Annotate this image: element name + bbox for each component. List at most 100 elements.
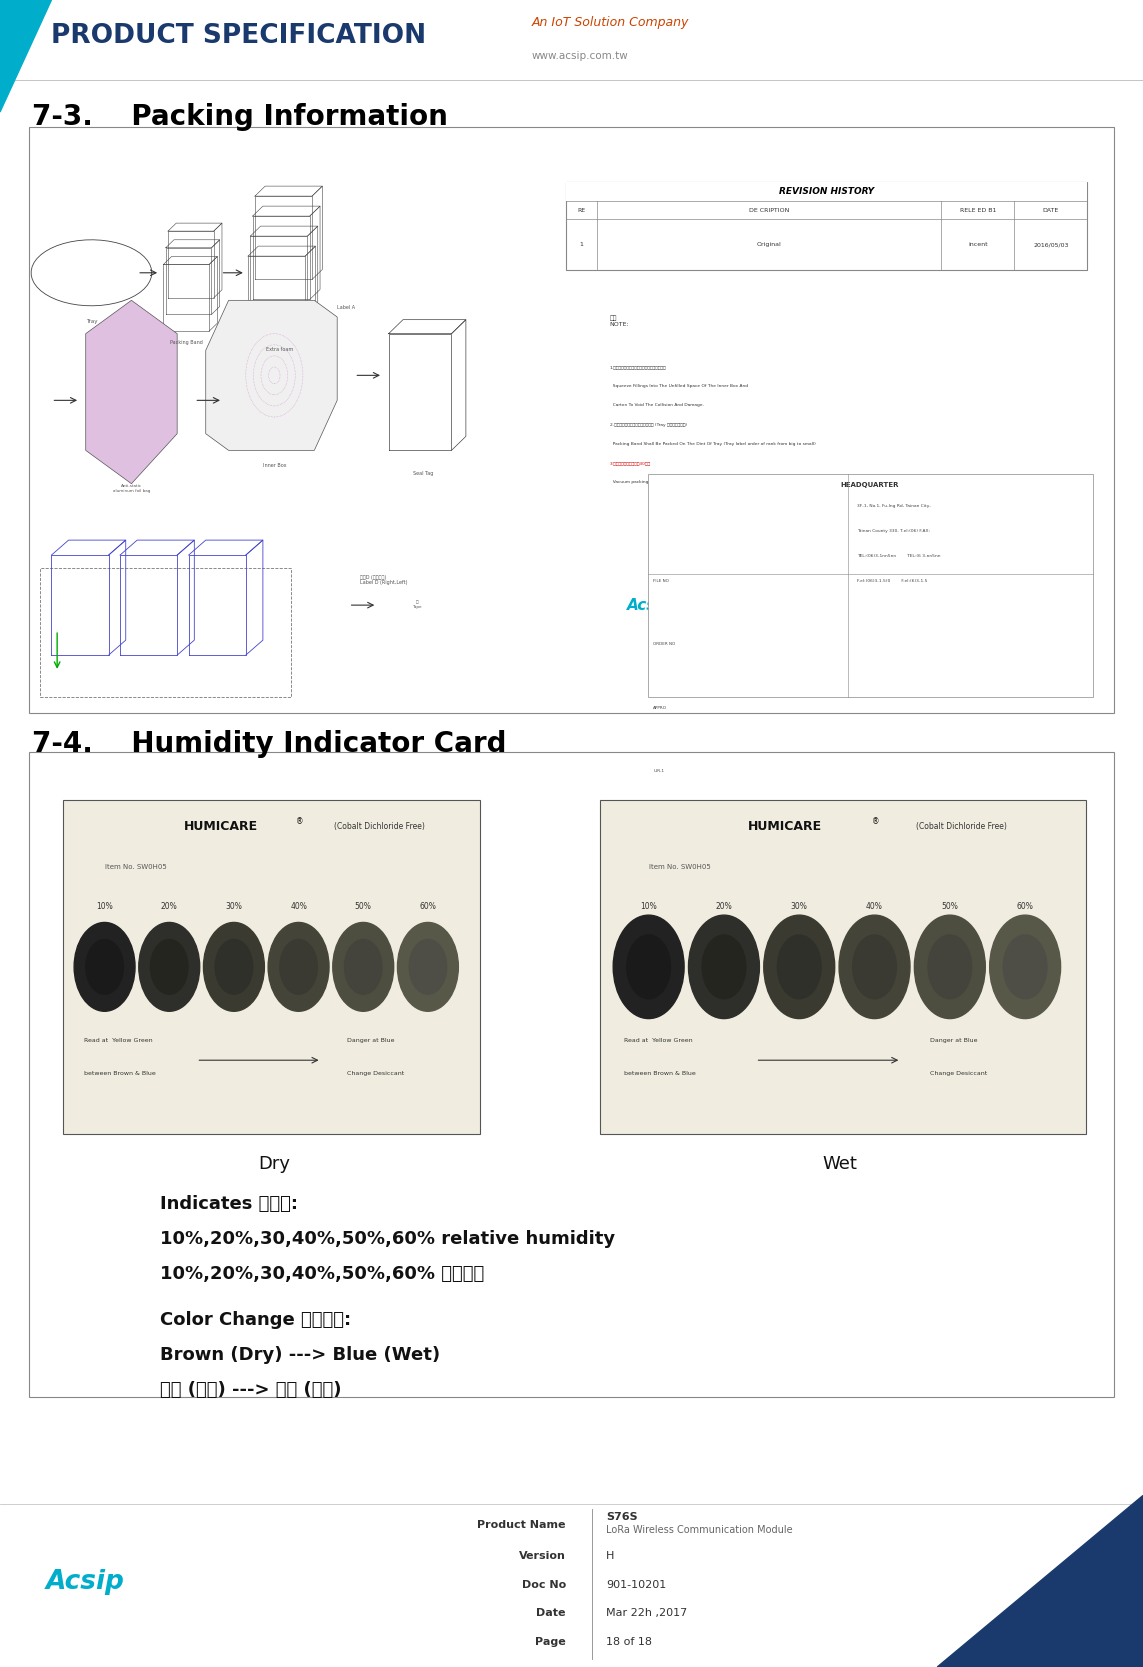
Circle shape bbox=[86, 940, 123, 994]
Text: (Cobalt Dichloride Free): (Cobalt Dichloride Free) bbox=[916, 822, 1007, 832]
Circle shape bbox=[853, 935, 896, 999]
Text: Color Change 顏色變化:: Color Change 顏色變化: bbox=[160, 1312, 351, 1329]
Circle shape bbox=[764, 915, 834, 1019]
Text: Mar 22h ,2017: Mar 22h ,2017 bbox=[606, 1609, 687, 1619]
Text: Acsip: Acsip bbox=[628, 598, 672, 612]
Text: between Brown & Blue: between Brown & Blue bbox=[624, 1072, 696, 1075]
Text: 1: 1 bbox=[580, 242, 584, 247]
Text: incent: incent bbox=[968, 242, 988, 247]
Text: 10%: 10% bbox=[96, 902, 113, 912]
Text: LoRa Wireless Communication Module: LoRa Wireless Communication Module bbox=[606, 1525, 792, 1535]
Text: An IoT Solution Company: An IoT Solution Company bbox=[531, 17, 689, 28]
Text: Original: Original bbox=[757, 242, 782, 247]
Text: S76S: S76S bbox=[606, 1512, 638, 1522]
Circle shape bbox=[398, 922, 458, 1012]
Text: 2016/05/03: 2016/05/03 bbox=[1033, 242, 1069, 247]
Circle shape bbox=[74, 922, 135, 1012]
Text: Change Desiccant: Change Desiccant bbox=[346, 1072, 403, 1075]
Text: 7-3.    Packing Information: 7-3. Packing Information bbox=[32, 103, 448, 132]
Circle shape bbox=[990, 915, 1061, 1019]
Text: Packing Band Shall Be Packed On The Dint Of Tray (Tray label order of rank from : Packing Band Shall Be Packed On The Dint… bbox=[609, 442, 815, 445]
Text: Inner Box: Inner Box bbox=[263, 463, 286, 468]
Polygon shape bbox=[0, 0, 51, 112]
Text: Dry: Dry bbox=[258, 1155, 290, 1172]
Bar bbox=[647, 473, 1093, 697]
Text: 20%: 20% bbox=[716, 902, 733, 912]
Text: RE: RE bbox=[577, 208, 585, 213]
Text: Version: Version bbox=[519, 1550, 566, 1560]
Text: APPRO: APPRO bbox=[654, 705, 668, 710]
Circle shape bbox=[1004, 935, 1047, 999]
Text: Acsip: Acsip bbox=[46, 1569, 125, 1595]
Text: Item No. SW0H05: Item No. SW0H05 bbox=[649, 864, 711, 870]
Text: REVISION HISTORY: REVISION HISTORY bbox=[780, 187, 874, 197]
Text: 30%: 30% bbox=[791, 902, 808, 912]
Text: PRODUCT SPECIFICATION: PRODUCT SPECIFICATION bbox=[51, 23, 426, 48]
Text: 40%: 40% bbox=[866, 902, 884, 912]
Bar bbox=[600, 800, 1086, 1134]
Text: Item No. SW0H05: Item No. SW0H05 bbox=[105, 864, 167, 870]
Text: 标签D (左右共用)
Label D (Right,Left): 标签D (左右共用) Label D (Right,Left) bbox=[360, 575, 408, 585]
Text: F.el:(06)3-1.5(0        F.el:(6)3-1.5: F.el:(06)3-1.5(0 F.el:(6)3-1.5 bbox=[857, 578, 927, 583]
Text: Label A: Label A bbox=[337, 305, 355, 310]
Text: 10%,20%,30,40%,50%,60% 相對濕度: 10%,20%,30,40%,50%,60% 相對濕度 bbox=[160, 1265, 485, 1282]
Bar bbox=[29, 752, 1114, 1397]
Text: Read at  Yellow Green: Read at Yellow Green bbox=[83, 1039, 152, 1042]
Text: 18 of 18: 18 of 18 bbox=[606, 1637, 652, 1647]
Circle shape bbox=[203, 922, 264, 1012]
Text: Wet: Wet bbox=[823, 1155, 857, 1172]
Bar bbox=[63, 800, 480, 1134]
FancyBboxPatch shape bbox=[40, 568, 291, 697]
Text: www.acsip.com.tw: www.acsip.com.tw bbox=[531, 52, 629, 62]
Text: 标
Tape: 标 Tape bbox=[413, 600, 422, 608]
Circle shape bbox=[777, 935, 821, 999]
Text: 60%: 60% bbox=[1016, 902, 1033, 912]
Text: 30%: 30% bbox=[225, 902, 242, 912]
Text: Extra foam: Extra foam bbox=[266, 347, 294, 352]
Text: 40%: 40% bbox=[290, 902, 307, 912]
Text: TEL:(06)3-1nn5nn        TEL:(6 3-nn5nn: TEL:(06)3-1nn5nn TEL:(6 3-nn5nn bbox=[857, 553, 941, 558]
Text: ®: ® bbox=[296, 817, 304, 827]
Text: Anti-static
aluminum foil bag: Anti-static aluminum foil bag bbox=[113, 485, 150, 493]
Text: Tray: Tray bbox=[86, 318, 97, 323]
Text: Tainan County 330, T.el:(06) F.AX:: Tainan County 330, T.el:(06) F.AX: bbox=[857, 528, 929, 533]
Text: 7-4.    Humidity Indicator Card: 7-4. Humidity Indicator Card bbox=[32, 730, 506, 758]
Text: FILE NO: FILE NO bbox=[654, 578, 669, 583]
Polygon shape bbox=[937, 1495, 1143, 1667]
Circle shape bbox=[839, 915, 910, 1019]
Circle shape bbox=[914, 915, 985, 1019]
Text: Read at  Yellow Green: Read at Yellow Green bbox=[624, 1039, 693, 1042]
Text: 20%: 20% bbox=[161, 902, 177, 912]
Text: Seal Tag: Seal Tag bbox=[413, 472, 433, 477]
Text: 50%: 50% bbox=[354, 902, 371, 912]
Text: Danger at Blue: Danger at Blue bbox=[346, 1039, 394, 1042]
Text: (Cobalt Dichloride Free): (Cobalt Dichloride Free) bbox=[334, 822, 425, 832]
Text: 注意
NOTE:: 注意 NOTE: bbox=[609, 315, 629, 327]
Text: RELE ED B1: RELE ED B1 bbox=[960, 208, 996, 213]
Text: Change Desiccant: Change Desiccant bbox=[930, 1072, 988, 1075]
Text: Product Name: Product Name bbox=[478, 1520, 566, 1530]
Text: ORDER NO: ORDER NO bbox=[654, 642, 676, 647]
Text: 60%: 60% bbox=[419, 902, 437, 912]
Text: HUMICARE: HUMICARE bbox=[184, 820, 258, 834]
Text: Squeeze Fillings Into The Unfilled Space Of The Inner Box And: Squeeze Fillings Into The Unfilled Space… bbox=[609, 385, 748, 388]
Circle shape bbox=[333, 922, 393, 1012]
Circle shape bbox=[138, 922, 200, 1012]
Text: DE CRIPTION: DE CRIPTION bbox=[749, 208, 790, 213]
Circle shape bbox=[215, 940, 253, 994]
Text: HUMICARE: HUMICARE bbox=[748, 820, 822, 834]
Text: 棕色 (乾燥) ---> 藍色 (潮濕): 棕色 (乾燥) ---> 藍色 (潮濕) bbox=[160, 1382, 342, 1399]
Text: Doc No: Doc No bbox=[521, 1580, 566, 1590]
Text: Date: Date bbox=[536, 1609, 566, 1619]
Bar bbox=[29, 127, 1114, 713]
Text: 10%: 10% bbox=[640, 902, 657, 912]
Bar bbox=[566, 182, 1087, 202]
Circle shape bbox=[280, 940, 318, 994]
Text: Page: Page bbox=[535, 1637, 566, 1647]
Circle shape bbox=[702, 935, 745, 999]
Text: Packing Band: Packing Band bbox=[170, 340, 202, 345]
Text: ®: ® bbox=[872, 817, 880, 827]
Text: 901-10201: 901-10201 bbox=[606, 1580, 666, 1590]
Circle shape bbox=[151, 940, 187, 994]
Text: 3F-1, No.1, Fu-Ing Rd, Tainan City,: 3F-1, No.1, Fu-Ing Rd, Tainan City, bbox=[857, 503, 930, 508]
